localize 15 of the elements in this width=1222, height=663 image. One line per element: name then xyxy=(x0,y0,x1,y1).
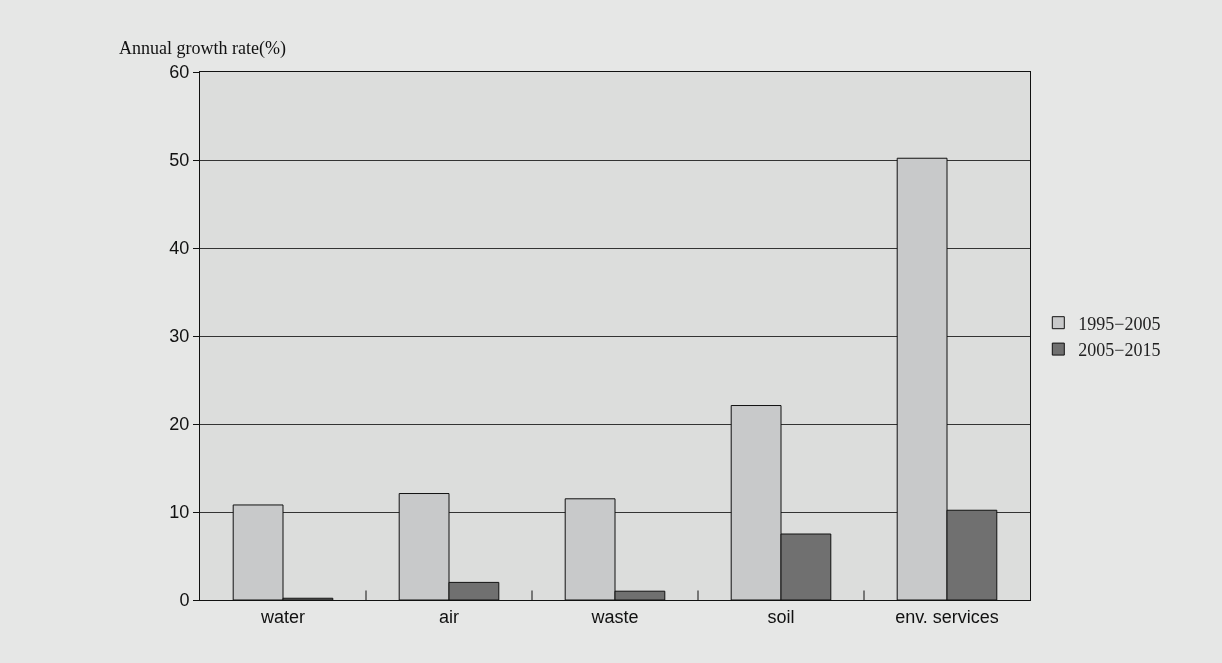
y-tick-label: 30 xyxy=(169,326,190,347)
legend-label: 2005−2015 xyxy=(1078,340,1161,361)
x-tick-label: waste xyxy=(590,606,639,627)
y-tick-label: 20 xyxy=(169,414,190,435)
x-tick-label: env. services xyxy=(895,606,999,627)
y-axis-title: Annual growth rate(%) xyxy=(119,38,286,59)
legend-label: 1995−2005 xyxy=(1078,313,1161,334)
y-tick-label: 10 xyxy=(169,502,190,523)
x-tick-label: soil xyxy=(767,606,795,627)
y-tick-label: 50 xyxy=(169,150,190,171)
y-tick-label: 40 xyxy=(169,238,190,259)
y-tick-label: 0 xyxy=(179,590,190,611)
x-tick-label: air xyxy=(438,606,460,627)
y-tick-label: 60 xyxy=(169,62,190,83)
x-tick-label: water xyxy=(259,606,306,627)
